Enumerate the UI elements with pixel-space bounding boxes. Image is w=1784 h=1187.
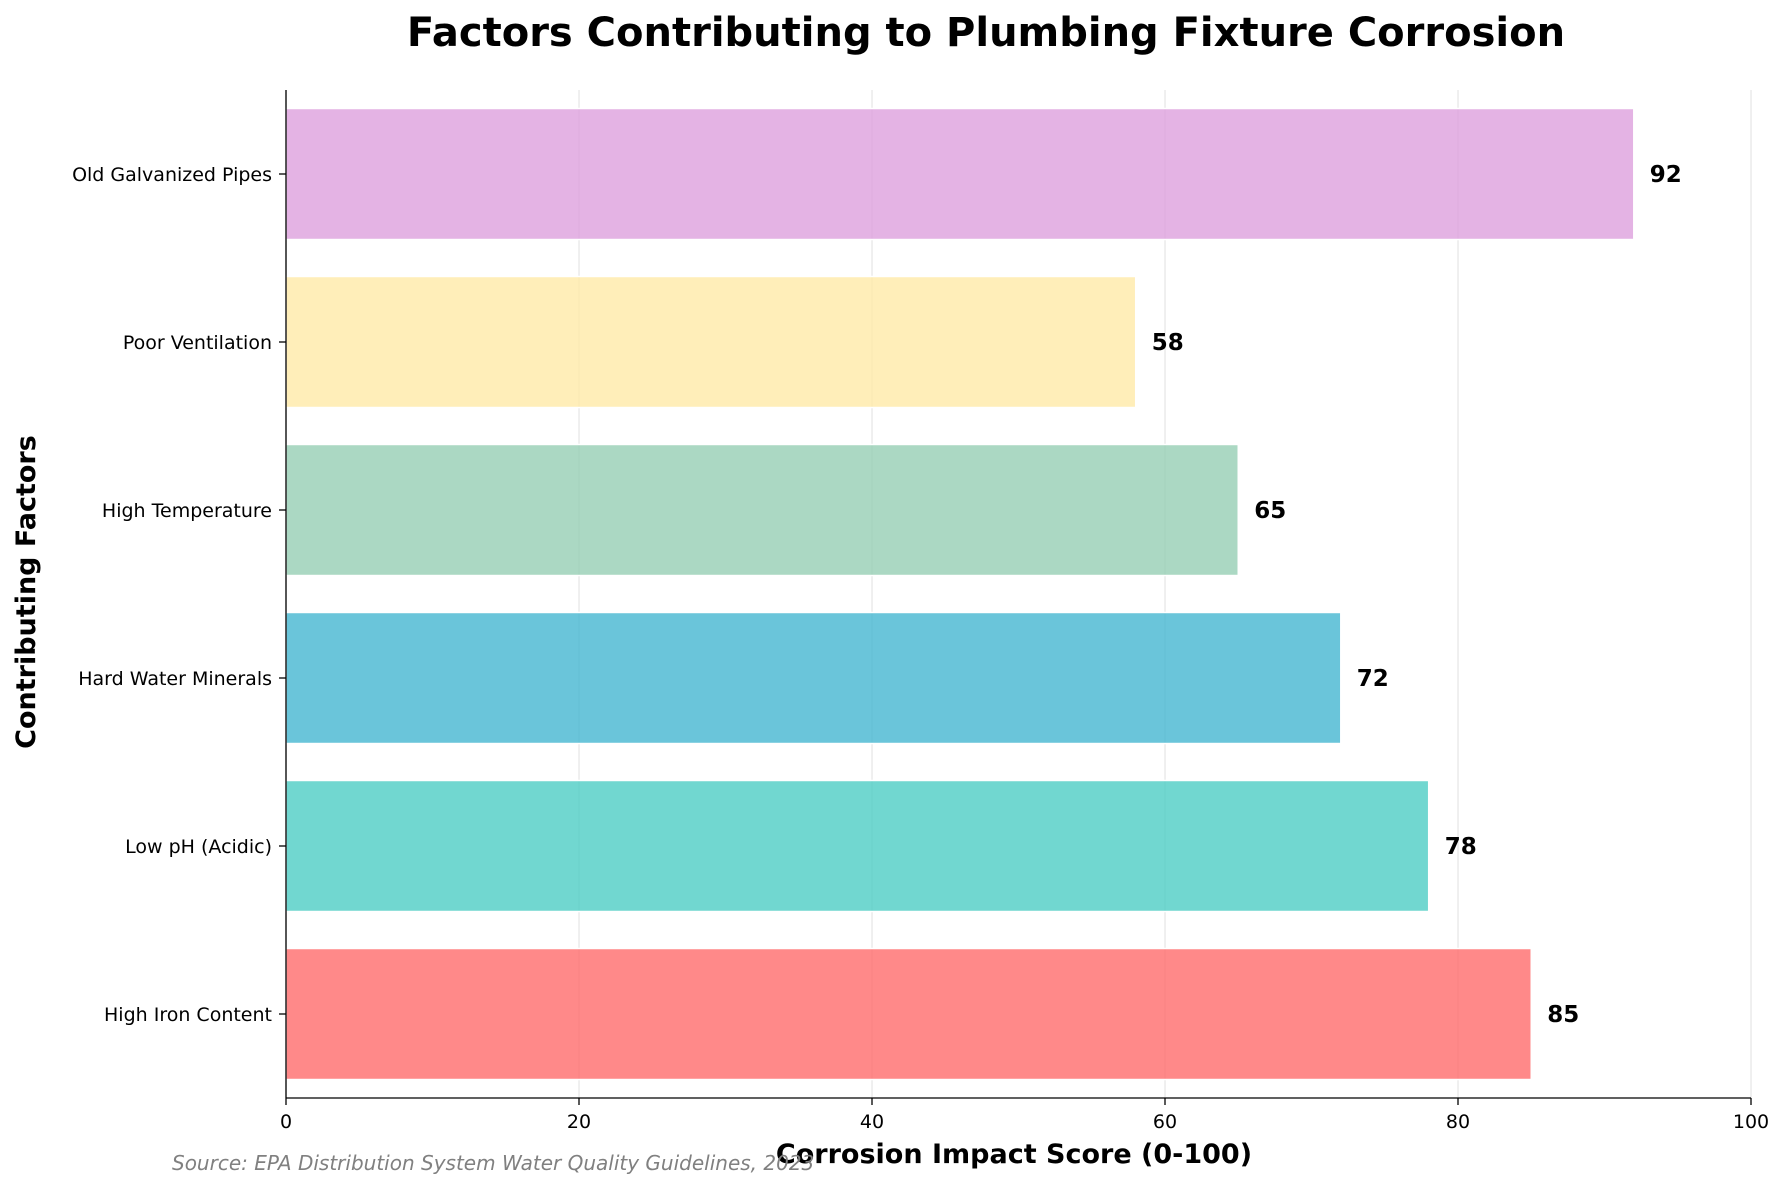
source-note: Source: EPA Distribution System Water Qu…: [172, 1151, 814, 1175]
bar-high-temperature: [285, 443, 1239, 577]
y-axis-label: Contributing Factors: [11, 435, 42, 749]
x-tick-labels: 0 20 40 60 80 100: [280, 1111, 1769, 1133]
x-tick-label-0: 0: [280, 1111, 292, 1133]
chart-title: Factors Contributing to Plumbing Fixture…: [407, 10, 1565, 56]
bar-hard-water-minerals: [285, 611, 1342, 745]
data-label-low-ph-acidic: 78: [1445, 834, 1477, 860]
x-tick-label-20: 20: [567, 1111, 591, 1133]
data-label-old-galvanized-pipes: 92: [1650, 162, 1682, 188]
y-tick-label-hard-water-minerals: Hard Water Minerals: [78, 668, 272, 690]
x-tick-label-40: 40: [860, 1111, 884, 1133]
x-axis-label: Corrosion Impact Score (0-100): [776, 1139, 1252, 1170]
y-tick-label-poor-ventilation: Poor Ventilation: [123, 332, 272, 354]
y-tick-label-high-temperature: High Temperature: [102, 500, 272, 522]
y-tick-label-old-galvanized-pipes: Old Galvanized Pipes: [72, 164, 272, 186]
data-label-high-iron-content: 85: [1547, 1002, 1579, 1028]
data-label-high-temperature: 65: [1254, 498, 1286, 524]
y-tick-labels: High Iron Content Low pH (Acidic) Hard Wat…: [72, 164, 272, 1026]
data-label-poor-ventilation: 58: [1152, 330, 1184, 356]
grid-lines: [285, 90, 1752, 1098]
axes: [279, 90, 1752, 1105]
data-labels: 85 78 72 65 58 92: [1152, 162, 1682, 1028]
y-tick-label-high-iron-content: High Iron Content: [104, 1004, 272, 1026]
x-tick-label-80: 80: [1446, 1111, 1470, 1133]
x-tick-label-100: 100: [1733, 1111, 1769, 1133]
x-tick-label-60: 60: [1153, 1111, 1177, 1133]
data-label-hard-water-minerals: 72: [1357, 666, 1389, 692]
bar-high-iron-content: [285, 947, 1532, 1081]
y-tick-label-low-ph-acidic: Low pH (Acidic): [125, 836, 272, 858]
bar-poor-ventilation: [285, 275, 1137, 409]
bars: [285, 107, 1635, 1081]
bar-low-ph-acidic: [285, 779, 1430, 913]
bar-old-galvanized-pipes: [285, 107, 1635, 241]
